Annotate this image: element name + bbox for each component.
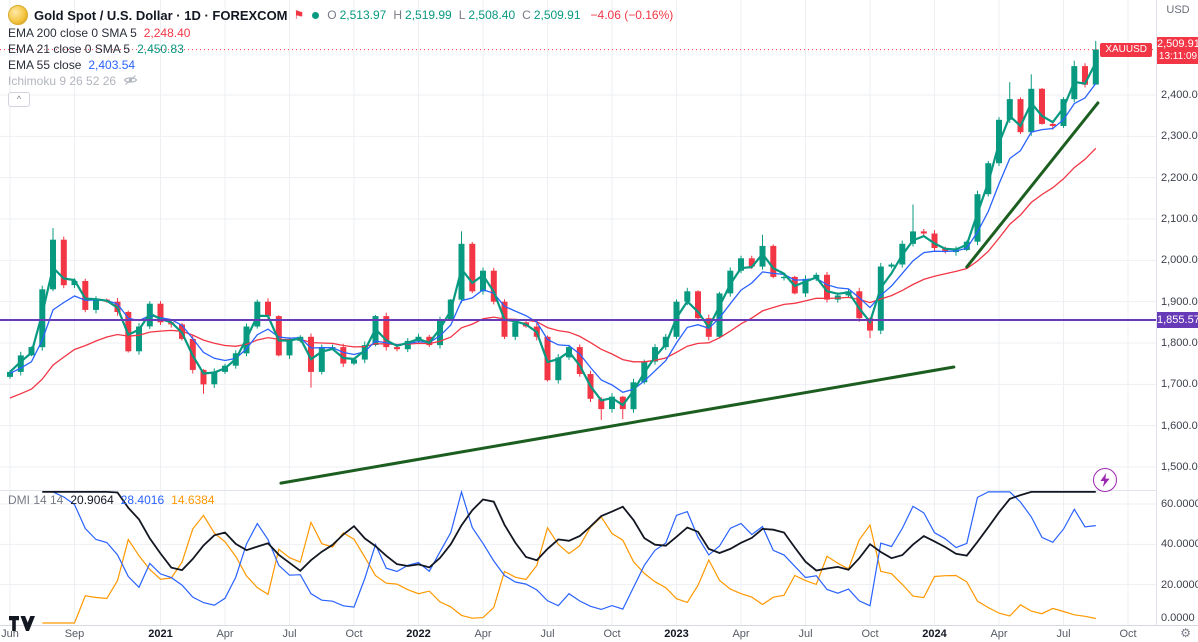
grid-layer <box>0 0 1156 625</box>
dmi-plus-di-line <box>42 489 1096 611</box>
collapse-indicators-button[interactable]: ^ <box>8 92 30 107</box>
tradingview-logo[interactable] <box>8 616 35 636</box>
symbol-title[interactable]: Gold Spot / U.S. Dollar · 1D · FOREXCOM <box>34 7 288 23</box>
dmi-adx-line <box>42 491 1096 572</box>
dmi-minus-di-line <box>42 514 1096 624</box>
market-status-icon <box>312 11 320 19</box>
price-axis-label: 1,800.00 <box>1161 337 1198 349</box>
time-axis-label: Apr <box>732 628 750 640</box>
symbol-header-row[interactable]: Gold Spot / U.S. Dollar · 1D · FOREXCOM … <box>8 5 673 25</box>
dmi-value: 14.6384 <box>171 493 215 507</box>
current-price-value: 2,509.91 <box>1157 38 1198 50</box>
time-axis-label: Apr <box>990 628 1008 640</box>
dmi-axis-label: 0.0000 <box>1161 612 1195 624</box>
symbol-logo-icon <box>8 5 28 25</box>
open-label: O <box>327 8 337 22</box>
indicator-row[interactable]: EMA 200 close 0 SMA 5 2,248.40 <box>8 25 673 41</box>
price-axis-label: 2,000.00 <box>1161 254 1198 267</box>
support-level-axis-label: 1,855.57 <box>1157 312 1198 328</box>
dmi-legend[interactable]: DMI 14 14 20.9064 28.4016 14.6384 <box>8 493 215 507</box>
indicator-name: EMA 21 close 0 SMA 5 <box>8 42 131 56</box>
ohlc-values: O 2,513.97 H 2,519.99 L 2,508.40 C 2,509.91 … <box>327 8 673 22</box>
high-value: 2,519.99 <box>405 8 452 22</box>
indicator-value: 2,450.83 <box>137 42 184 56</box>
close-value: 2,509.91 <box>533 8 581 22</box>
dmi-values: 20.9064 28.4016 14.6384 <box>70 493 214 507</box>
price-axis-label: 1,700.00 <box>1161 378 1198 391</box>
change-value: −4.06 (−0.16%) <box>590 8 674 22</box>
trendline-2[interactable] <box>965 101 1100 269</box>
price-axis-label: 2,300.00 <box>1161 130 1198 143</box>
ema200-line[interactable] <box>9 147 1097 399</box>
indicator-name: EMA 200 close 0 SMA 5 <box>8 26 137 40</box>
price-axis[interactable]: USD 2,509.91 13:11:09 1,855.57 2,400.00 2… <box>1156 0 1198 625</box>
time-axis-label: Sep <box>64 628 85 640</box>
price-axis-label: 1,500.00 <box>1161 461 1198 473</box>
price-axis-label: 1,900.00 <box>1161 295 1198 308</box>
bar-countdown: 13:11:09 <box>1158 51 1198 62</box>
trendline-1[interactable] <box>279 365 956 485</box>
time-axis-label: Jul <box>798 628 813 640</box>
indicator-name: Ichimoku 9 26 52 26 <box>8 74 117 88</box>
low-value: 2,508.40 <box>468 8 516 22</box>
scale-settings-icon[interactable]: ⚙ <box>1180 626 1191 640</box>
eye-off-icon[interactable] <box>123 74 138 89</box>
time-axis-label: Oct <box>345 628 363 640</box>
high-label: H <box>393 8 403 22</box>
price-axis-label: 2,100.00 <box>1161 213 1198 225</box>
time-axis-label: 2023 <box>664 628 689 640</box>
dmi-axis-label: 60.0000 <box>1161 497 1198 510</box>
low-label: L <box>458 8 466 22</box>
price-axis-label: 1,600.00 <box>1161 419 1198 432</box>
indicator-row[interactable]: EMA 55 close 2,403.54 <box>8 57 673 73</box>
flag-icon[interactable]: ⚑ <box>293 8 305 22</box>
ema21-line[interactable] <box>9 61 1097 407</box>
time-axis-label: 2024 <box>922 628 947 640</box>
indicator-row[interactable]: Ichimoku 9 26 52 26 <box>8 73 673 89</box>
time-axis[interactable]: Jun Sep 2021 Apr Jul Oct 2022 Apr Jul Oct 2023 Apr J… <box>0 625 1198 642</box>
time-axis-label: 2021 <box>148 628 173 640</box>
time-axis-label: Oct <box>861 628 879 640</box>
time-axis-label: Apr <box>216 628 234 640</box>
time-axis-label: Jul <box>1056 628 1071 640</box>
close-label: C <box>522 8 531 22</box>
time-axis-label: Jul <box>540 628 555 640</box>
symbol-price-flag: XAUUSD <box>1100 43 1152 57</box>
lightning-icon[interactable] <box>1093 468 1117 492</box>
time-axis-label: Oct <box>1119 628 1137 640</box>
open-value: 2,513.97 <box>339 8 387 22</box>
price-axis-label: 2,400.00 <box>1161 89 1198 101</box>
dmi-value: 28.4016 <box>120 493 165 507</box>
time-axis-label: Jun <box>1 628 19 640</box>
indicator-name: EMA 55 close <box>8 58 82 72</box>
indicator-legend: EMA 200 close 0 SMA 5 2,248.40 EMA 21 clos… <box>8 25 673 89</box>
dmi-axis-label: 20.0000 <box>1161 578 1198 591</box>
time-axis-label: Apr <box>474 628 492 640</box>
ema55-line[interactable] <box>9 83 1097 394</box>
dmi-title: DMI 14 14 <box>8 493 64 507</box>
indicator-value: 2,248.40 <box>143 26 191 40</box>
current-price-axis-label: 2,509.91 13:11:09 <box>1157 37 1198 64</box>
dmi-axis-label: 40.0000 <box>1161 538 1198 551</box>
indicator-row[interactable]: EMA 21 close 0 SMA 5 2,450.83 <box>8 41 673 57</box>
time-axis-label: 2022 <box>406 628 431 640</box>
price-axis-label: 2,200.00 <box>1161 171 1198 184</box>
currency-label[interactable]: USD <box>1166 4 1190 16</box>
chart-canvas[interactable] <box>0 0 1156 625</box>
indicator-value: 2,403.54 <box>88 58 136 72</box>
time-axis-label: Jul <box>282 628 297 640</box>
chart-legend: Gold Spot / U.S. Dollar · 1D · FOREXCOM … <box>8 5 673 107</box>
dmi-value: 20.9064 <box>70 493 114 507</box>
time-axis-label: Oct <box>603 628 621 640</box>
